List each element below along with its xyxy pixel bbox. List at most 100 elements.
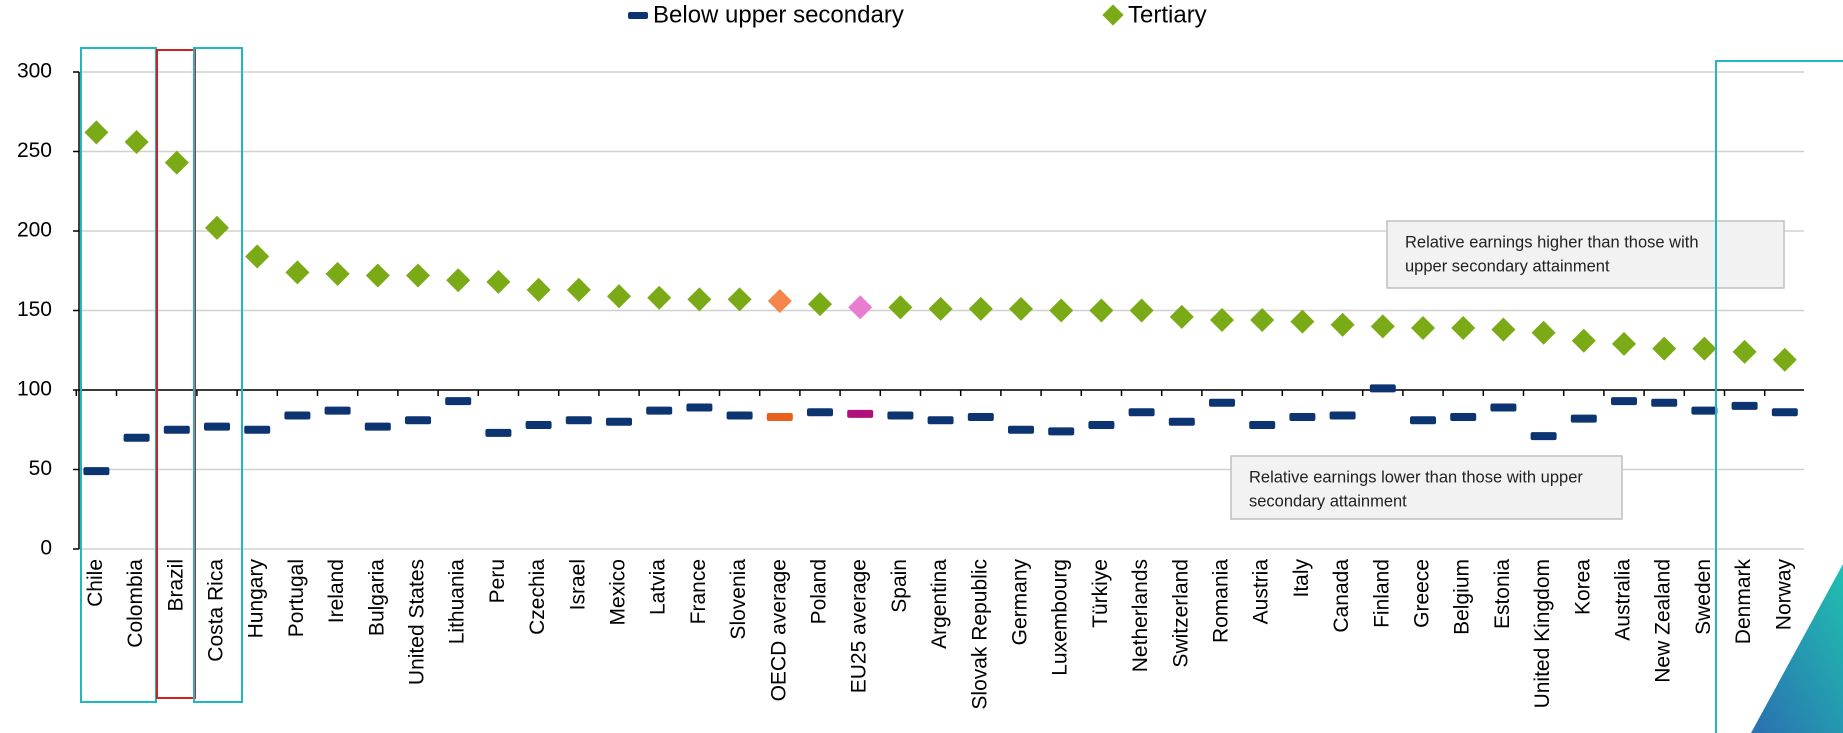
x-tick-label: OECD average: [767, 559, 790, 701]
dash-marker: [565, 416, 592, 425]
dash-marker: [284, 411, 311, 420]
diamond-marker: [1652, 336, 1677, 361]
dash-marker: [1691, 406, 1718, 415]
x-tick-label: Italy: [1290, 559, 1313, 598]
diamond-marker: [285, 260, 310, 285]
diamond-marker: [1250, 308, 1275, 333]
x-tick-label: Latvia: [647, 559, 670, 615]
dash-marker: [1369, 384, 1396, 393]
legend-marker: [628, 12, 648, 19]
x-tick-label: Luxembourg: [1049, 559, 1072, 676]
x-tick-label: Israel: [566, 559, 589, 610]
dash-marker: [1570, 414, 1597, 423]
dash-marker: [726, 411, 753, 420]
x-tick-label: Argentina: [928, 559, 951, 649]
diamond-marker: [566, 277, 591, 302]
y-tick-label: 100: [17, 378, 52, 401]
dash-marker: [1651, 398, 1678, 407]
diamond-marker: [405, 263, 431, 288]
dash-marker: [1450, 413, 1477, 422]
dash-marker: [163, 425, 190, 434]
x-tick-label: New Zealand: [1652, 559, 1675, 683]
x-tick-label: Canada: [1330, 559, 1353, 633]
dash-marker: [1289, 413, 1316, 422]
diamond-marker: [1209, 308, 1235, 333]
x-tick-label: Slovak Republic: [968, 559, 991, 710]
diamond-marker: [1370, 314, 1395, 339]
diamond-marker: [1089, 298, 1114, 323]
legend-label: Below upper secondary: [653, 1, 904, 28]
y-tick-label: 250: [17, 139, 52, 162]
diamond-marker: [1732, 339, 1757, 364]
diamond-marker: [807, 292, 833, 317]
diamond-marker: [164, 150, 189, 175]
legend-marker: [1102, 4, 1124, 26]
x-tick-label: Brazil: [164, 559, 187, 612]
dash-marker: [1611, 397, 1637, 406]
dash-marker: [405, 416, 431, 425]
dash-marker: [324, 406, 351, 415]
diamond-marker: [1129, 298, 1154, 323]
dash-marker: [766, 413, 793, 422]
dash-marker: [1530, 432, 1557, 441]
x-tick-label: Colombia: [124, 559, 147, 648]
annotation-text: upper secondary attainment: [1405, 257, 1610, 275]
dash-marker: [646, 406, 673, 415]
diamond-marker: [1290, 309, 1315, 334]
annotation-text: secondary attainment: [1249, 492, 1407, 510]
dash-marker: [1088, 420, 1115, 429]
x-tick-label: Lithuania: [446, 559, 469, 645]
dash-marker: [1128, 408, 1155, 417]
y-tick-label: 50: [29, 457, 52, 480]
diamond-marker: [1611, 331, 1637, 356]
diamond-marker: [1531, 320, 1556, 345]
diamond-marker: [1772, 347, 1797, 372]
dash-marker: [525, 420, 552, 429]
x-tick-label: Türkiye: [1089, 559, 1112, 628]
diamond-marker: [727, 287, 752, 312]
dash-marker: [927, 416, 954, 425]
y-tick-label: 300: [17, 60, 52, 83]
dash-marker: [967, 413, 994, 422]
x-tick-label: EU25 average: [848, 559, 871, 693]
diamond-marker: [1571, 328, 1596, 353]
x-tick-label: Switzerland: [1169, 559, 1192, 668]
y-tick-label: 200: [17, 219, 52, 242]
diamond-marker: [1008, 296, 1034, 321]
diamond-marker: [1451, 315, 1476, 341]
x-tick-label: United States: [406, 559, 429, 685]
x-tick-label: Costa Rica: [205, 559, 228, 662]
x-tick-label: Ireland: [325, 559, 348, 623]
dash-marker: [364, 422, 391, 431]
highlight-box: [193, 47, 243, 703]
x-tick-label: Estonia: [1491, 559, 1514, 629]
dash-marker: [1731, 401, 1758, 410]
dash-marker: [1490, 403, 1517, 412]
diamond-marker: [1410, 315, 1436, 341]
diamond-marker: [325, 261, 350, 286]
diamond-marker: [606, 284, 632, 309]
diamond-marker: [1330, 312, 1355, 337]
diamond-marker: [848, 295, 873, 320]
x-tick-label: Poland: [808, 559, 831, 624]
diamond-marker: [124, 129, 149, 154]
annotation-box: [1386, 220, 1785, 289]
diamond-marker: [687, 287, 712, 312]
x-tick-label: Romania: [1210, 559, 1233, 643]
dash-marker: [686, 403, 713, 412]
x-tick-label: Netherlands: [1129, 559, 1152, 672]
dash-marker: [204, 422, 230, 431]
diamond-marker: [84, 120, 109, 145]
x-tick-label: Greece: [1411, 559, 1434, 628]
x-tick-label: Hungary: [245, 559, 268, 639]
diamond-marker: [526, 277, 551, 302]
diamond-marker: [968, 296, 993, 321]
diamond-marker: [446, 268, 471, 293]
dash-marker: [123, 433, 150, 442]
x-tick-label: France: [687, 559, 710, 624]
annotation-text: Relative earnings higher than those with: [1405, 233, 1699, 251]
x-tick-label: Denmark: [1732, 559, 1755, 645]
decoration: [1751, 564, 1843, 733]
diamond-marker: [1169, 304, 1194, 329]
